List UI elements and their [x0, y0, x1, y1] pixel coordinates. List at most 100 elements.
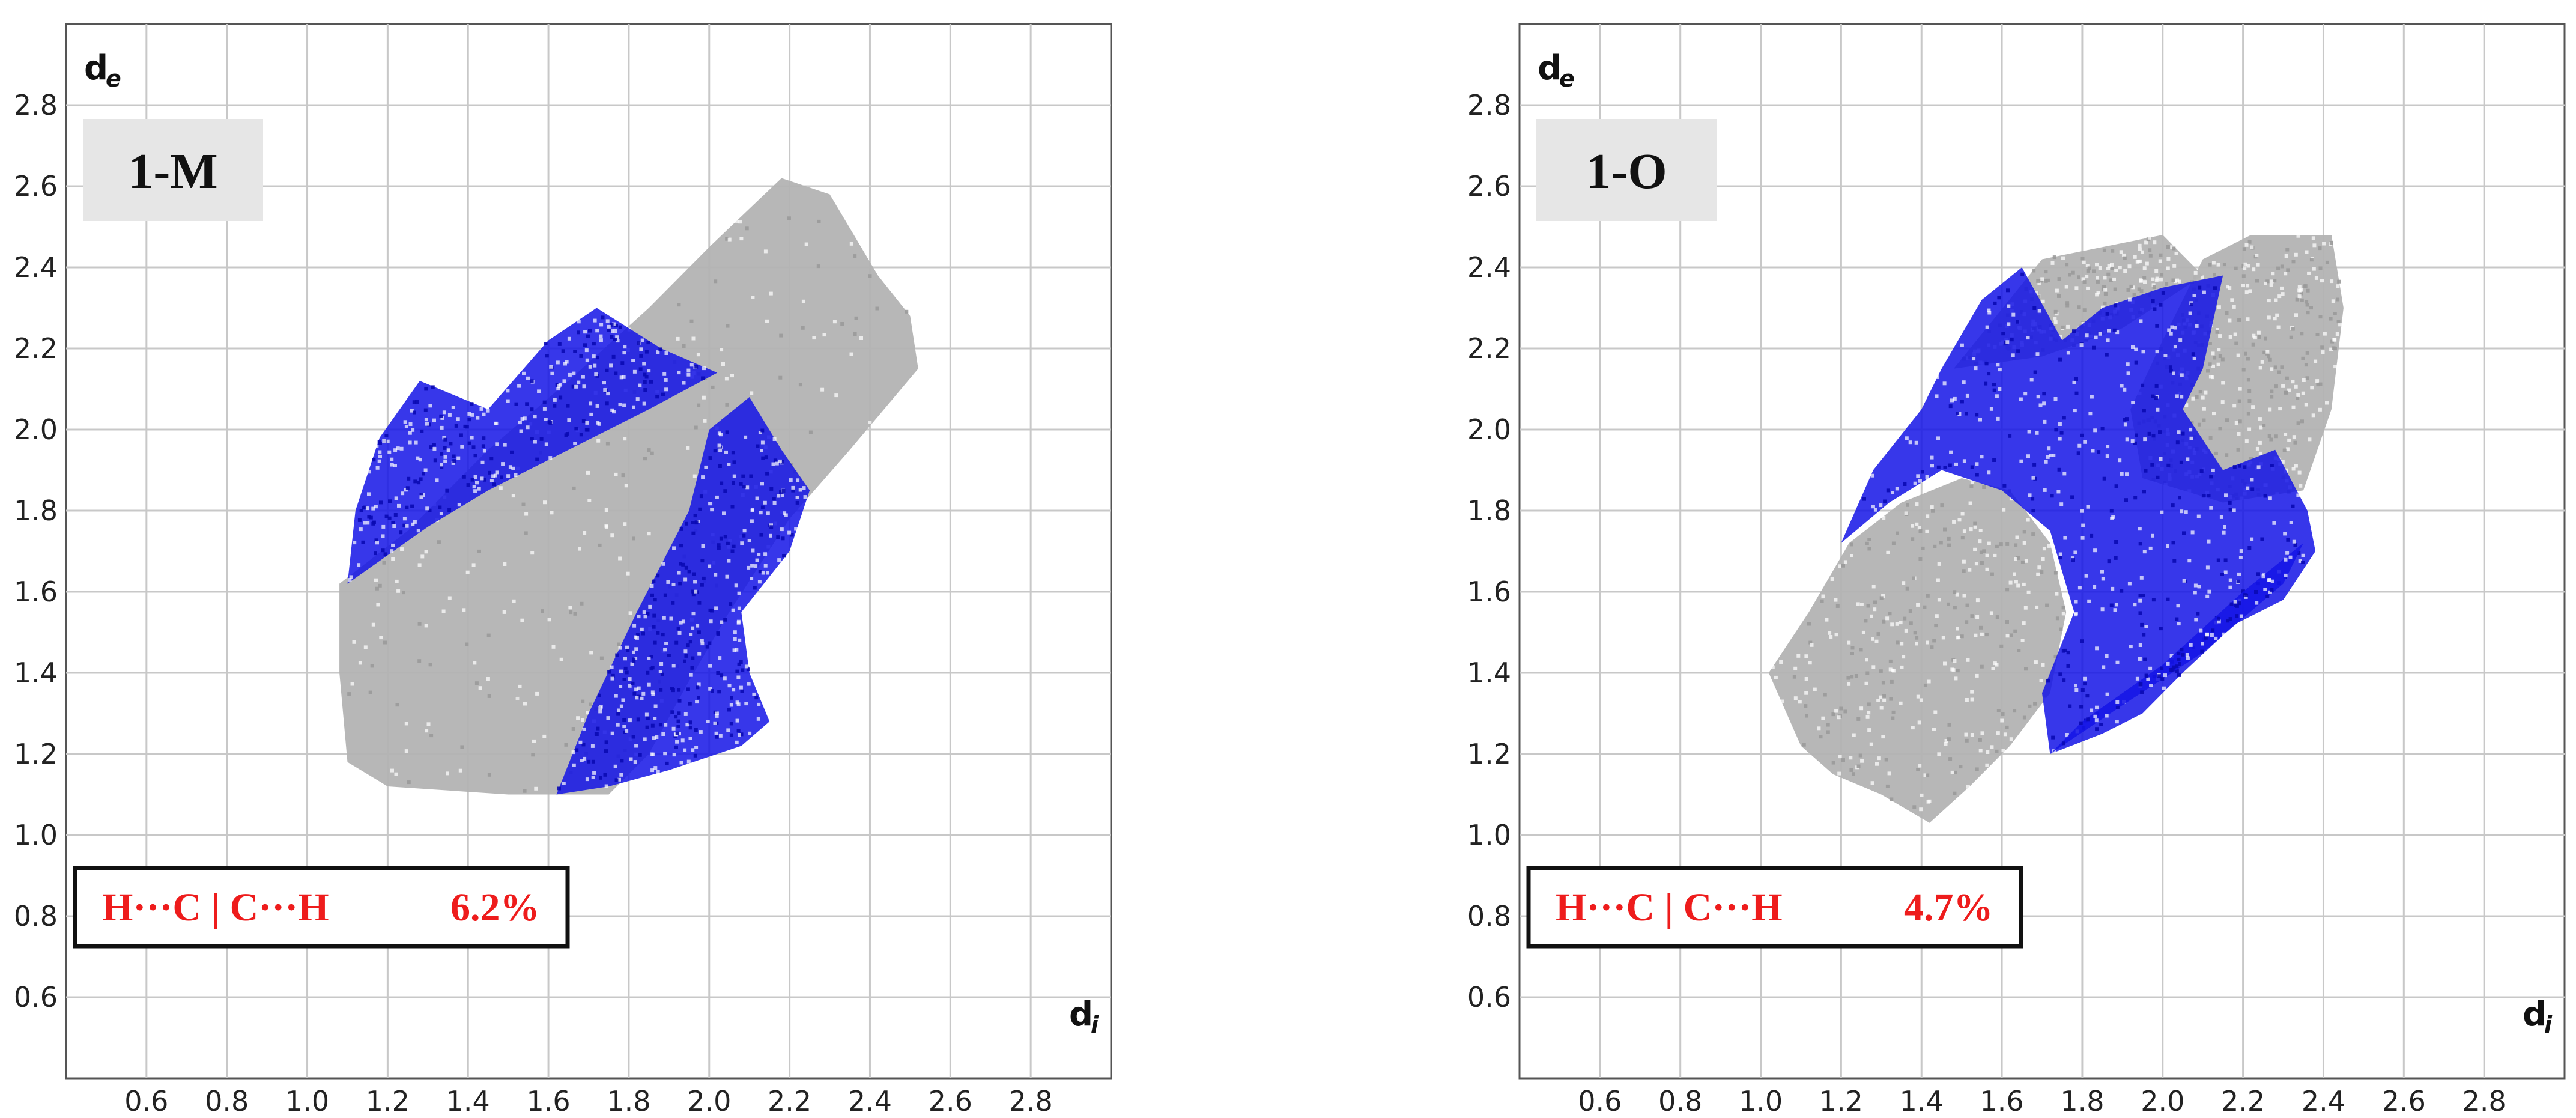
data-point [2244, 290, 2249, 294]
data-point [1870, 781, 1874, 785]
data-point [688, 640, 692, 644]
data-point [579, 354, 583, 358]
data-point [1970, 733, 1974, 737]
data-point [691, 592, 696, 597]
data-point [2307, 271, 2311, 275]
data-point [750, 391, 754, 395]
data-point [717, 443, 721, 448]
data-point [1875, 762, 1879, 766]
contact-label: H···C | C···H [102, 886, 329, 929]
data-point [2184, 510, 2188, 514]
data-point [798, 383, 802, 387]
data-point [683, 748, 687, 752]
data-point [2061, 741, 2065, 746]
data-point [686, 368, 691, 372]
data-point [1823, 693, 1827, 697]
data-point [1813, 687, 1817, 691]
data-point [822, 333, 826, 337]
data-point [2265, 594, 2270, 598]
data-point [1834, 598, 1838, 602]
data-point [571, 384, 575, 389]
data-point [2144, 625, 2148, 628]
data-point [1839, 706, 1843, 711]
data-point [1911, 524, 1915, 528]
data-point [378, 583, 382, 588]
data-point [1984, 381, 1988, 386]
data-point [817, 219, 821, 223]
data-point [620, 361, 625, 365]
data-point [2252, 267, 2256, 272]
data-point [1984, 362, 1989, 366]
data-point [1808, 640, 1813, 645]
data-point [601, 315, 605, 320]
data-point [2318, 246, 2322, 251]
data-point [2093, 714, 2097, 718]
x-tick-label: 2.6 [929, 1085, 972, 1117]
data-point [2234, 266, 2238, 270]
data-point [1917, 526, 1921, 530]
data-point [2014, 543, 2018, 547]
data-point [420, 429, 424, 433]
data-point [597, 693, 601, 697]
data-point [714, 731, 718, 735]
data-point [2246, 284, 2250, 288]
data-point [2297, 551, 2301, 555]
data-point [581, 375, 585, 379]
data-point [1970, 480, 1974, 484]
data-point [2023, 392, 2028, 396]
data-point [1962, 594, 1966, 598]
data-point [422, 472, 425, 476]
data-point [2207, 494, 2211, 498]
data-point [875, 306, 879, 311]
data-point [2255, 279, 2259, 283]
data-point [748, 731, 752, 735]
data-point [2202, 407, 2206, 411]
data-point [2079, 721, 2083, 725]
data-point [665, 761, 669, 765]
data-point [2145, 261, 2149, 266]
data-point [1937, 752, 1941, 756]
data-point [357, 563, 361, 567]
data-point [467, 441, 471, 445]
data-point [405, 524, 409, 528]
data-point [2114, 556, 2118, 560]
data-point [2019, 459, 2023, 463]
data-point [1962, 569, 1966, 573]
data-point [2140, 622, 2144, 627]
data-point [2281, 460, 2285, 464]
data-point [1869, 742, 1873, 746]
data-point [2141, 383, 2145, 387]
data-point [905, 309, 909, 314]
data-point [679, 621, 683, 625]
data-point [2140, 690, 2144, 694]
data-point [685, 723, 689, 727]
data-point [2311, 413, 2315, 418]
data-point [2329, 317, 2333, 321]
data-point [610, 533, 614, 538]
x-tick-label: 1.8 [2060, 1085, 2104, 1117]
data-point [664, 387, 668, 392]
data-point [432, 418, 436, 422]
data-point [853, 254, 857, 258]
data-point [551, 645, 556, 649]
data-point [1882, 694, 1886, 698]
data-point [2066, 351, 2070, 355]
data-point [1909, 621, 1913, 625]
data-point [2143, 280, 2147, 284]
data-point [2301, 553, 2305, 557]
data-point [1867, 547, 1871, 551]
data-point [623, 345, 627, 349]
data-point [677, 303, 681, 307]
data-point [2225, 453, 2229, 457]
data-point [1980, 561, 1984, 565]
data-point [708, 687, 712, 691]
fingerprint-region [2050, 543, 2303, 754]
y-tick-label: 1.8 [1467, 494, 1511, 527]
data-point [2084, 574, 2088, 578]
data-point [2001, 712, 2005, 716]
data-point [1930, 464, 1934, 468]
data-point [2041, 663, 2045, 667]
data-point [573, 350, 577, 353]
data-point [2013, 572, 2016, 576]
data-point [1886, 488, 1890, 493]
